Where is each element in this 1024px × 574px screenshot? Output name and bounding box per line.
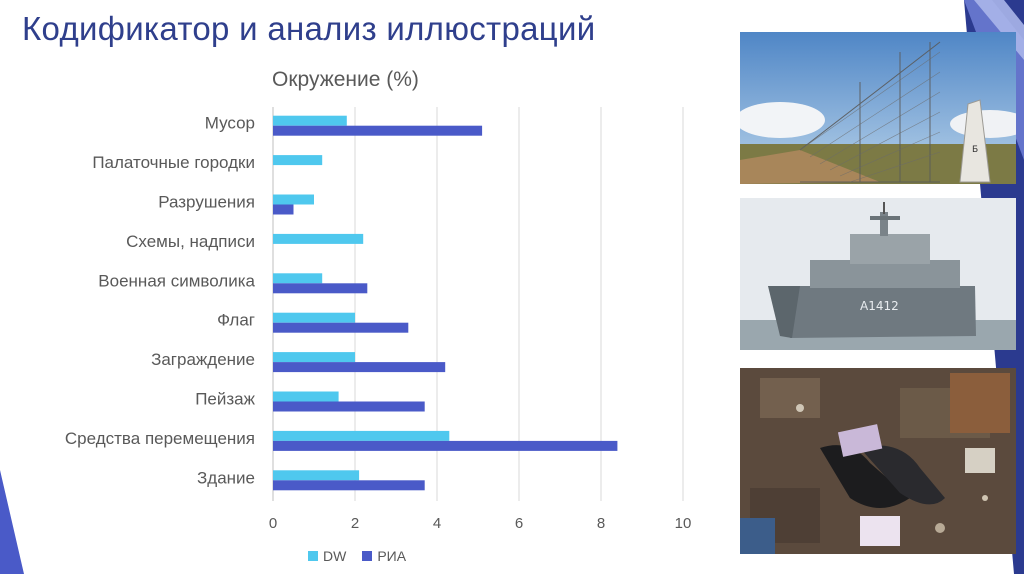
navy-ship-photo: A1412 [740,198,1016,350]
category-label: Разрушения [158,193,255,212]
bar-dw [273,430,450,441]
category-label: Мусор [205,114,255,133]
bar-dw [273,470,360,481]
bar-dw [273,115,347,126]
bar-dw [273,233,364,244]
bar-ria [273,322,409,333]
bar-dw [273,352,355,363]
border-fence-photo: Б [740,32,1016,184]
svg-text:A1412: A1412 [860,299,899,313]
legend-label-dw: DW [323,548,347,564]
bar-dw [273,194,314,205]
bar-ria [273,283,368,294]
chart-title: Окружение (%) [272,68,419,91]
legend-item-dw: DW [308,548,346,564]
bar-dw [273,273,323,284]
debris-shoes-photo [740,368,1016,554]
x-tick-label: 10 [675,515,692,532]
category-label: Схемы, надписи [126,232,255,251]
bar-ria [273,125,483,136]
x-tick-label: 0 [269,515,277,532]
legend-swatch-ria [362,551,373,561]
legend-swatch-dw [308,551,318,561]
category-label: Заграждение [151,350,255,369]
bar-chart: 0 2 4 6 8 10 Мусор Палаточные городки Разрушения… [65,107,692,532]
bar-dw [273,155,323,166]
bar-ria [273,480,425,491]
category-label: Палаточные городки [92,153,255,172]
bar-ria [273,401,425,412]
legend-label-ria: РИА [377,548,407,564]
category-label: Военная символика [98,271,255,290]
svg-text:Б: Б [972,145,978,155]
x-tick-label: 8 [597,515,605,532]
slide-title: Кодификатор и анализ иллюстраций [22,10,596,47]
bar-dw [273,391,339,402]
x-tick-label: 4 [433,515,441,532]
category-label: Средства перемещения [65,429,255,448]
left-accent-shape [0,470,24,574]
legend-item-ria: РИА [362,548,406,564]
bar-ria [273,362,446,373]
chart-legend: DW РИА [308,548,414,564]
category-label: Здание [197,468,255,487]
x-tick-label: 6 [515,515,523,532]
x-tick-label: 2 [351,515,359,532]
category-label: Пейзаж [195,390,255,409]
bar-ria [273,440,618,451]
bar-dw [273,312,355,323]
category-label: Флаг [217,311,255,330]
bar-ria [273,204,294,215]
